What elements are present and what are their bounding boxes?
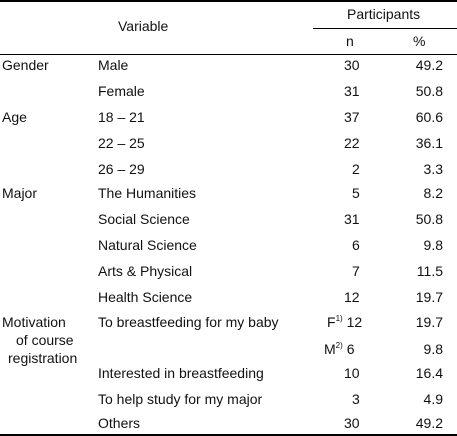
header-participants: Participants bbox=[347, 6, 421, 22]
row-n-age-18-21: 37 bbox=[344, 109, 360, 125]
row-pct-male: 49.2 bbox=[415, 57, 443, 73]
row-item-social-science: Social Science bbox=[98, 211, 190, 227]
footnote-2-marker: 2) bbox=[335, 341, 343, 350]
row-n-social-science: 31 bbox=[344, 211, 360, 227]
table-top-rule bbox=[0, 0, 457, 2]
row-pct-age-26-29: 3.3 bbox=[423, 161, 443, 177]
header-n: n bbox=[346, 33, 354, 49]
row-pct-age-22-25: 36.1 bbox=[415, 135, 443, 151]
footnote-1-marker: 1) bbox=[335, 314, 343, 323]
row-item-others: Others bbox=[98, 415, 141, 431]
row-item-health-science: Health Science bbox=[98, 289, 193, 305]
group-label-motivation-line2: of course bbox=[16, 332, 74, 348]
row-pct-for-my-baby-male: 9.8 bbox=[423, 341, 443, 357]
group-label-major: Major bbox=[2, 185, 38, 201]
row-item-age-18-21: 18 – 21 bbox=[98, 109, 145, 125]
table-bottom-rule bbox=[0, 434, 457, 436]
row-n-male: 30 bbox=[344, 57, 360, 73]
row-n-humanities: 5 bbox=[352, 185, 360, 201]
row-item-age-22-25: 22 – 25 bbox=[98, 135, 145, 151]
row-pct-natural-science: 9.8 bbox=[423, 237, 443, 253]
header-percent: % bbox=[413, 33, 426, 49]
group-label-motivation-line1: Motivation bbox=[2, 314, 66, 330]
row-n-for-my-baby-male: M2) 6 bbox=[324, 341, 354, 357]
row-n-interested: 10 bbox=[344, 365, 360, 381]
row-item-for-my-baby: To breastfeeding for my baby bbox=[98, 314, 279, 330]
row-pct-age-18-21: 60.6 bbox=[415, 109, 443, 125]
row-pct-health-science: 19.7 bbox=[415, 289, 443, 305]
header-bottom-rule bbox=[0, 54, 457, 55]
row-item-male: Male bbox=[98, 57, 129, 73]
row-n-arts-physical: 7 bbox=[352, 263, 360, 279]
row-item-age-26-29: 26 – 29 bbox=[98, 161, 145, 177]
row-n-age-26-29: 2 bbox=[352, 161, 360, 177]
row-pct-study-major: 4.9 bbox=[423, 391, 443, 407]
row-n-female: 31 bbox=[344, 83, 360, 99]
header-variable: Variable bbox=[118, 18, 169, 34]
participants-underline bbox=[313, 28, 457, 29]
row-pct-female: 50.8 bbox=[415, 83, 443, 99]
row-n-for-my-baby-female: F1) 12 bbox=[327, 314, 362, 330]
group-label-gender: Gender bbox=[2, 57, 49, 73]
row-pct-others: 49.2 bbox=[415, 415, 443, 431]
row-pct-humanities: 8.2 bbox=[423, 185, 443, 201]
row-n-health-science: 12 bbox=[344, 289, 360, 305]
group-label-age: Age bbox=[2, 109, 27, 125]
row-item-arts-physical: Arts & Physical bbox=[98, 263, 193, 279]
row-pct-arts-physical: 11.5 bbox=[416, 263, 443, 279]
row-item-female: Female bbox=[98, 83, 145, 99]
row-pct-for-my-baby-female: 19.7 bbox=[415, 314, 443, 330]
female-prefix: F bbox=[327, 314, 336, 330]
row-n-natural-science: 6 bbox=[352, 237, 360, 253]
row-n-others: 30 bbox=[344, 415, 360, 431]
row-item-humanities: The Humanities bbox=[98, 185, 197, 201]
row-pct-interested: 16.4 bbox=[415, 365, 443, 381]
male-prefix: M bbox=[324, 341, 336, 357]
female-count: 12 bbox=[346, 314, 363, 330]
row-item-interested: Interested in breastfeeding bbox=[98, 365, 264, 381]
row-pct-social-science: 50.8 bbox=[415, 211, 443, 227]
row-n-age-22-25: 22 bbox=[344, 135, 360, 151]
row-item-natural-science: Natural Science bbox=[98, 237, 197, 253]
male-count: 6 bbox=[346, 341, 355, 357]
row-n-study-major: 3 bbox=[352, 391, 360, 407]
row-item-study-major: To help study for my major bbox=[98, 391, 263, 407]
group-label-motivation-line3: registration bbox=[8, 350, 78, 366]
